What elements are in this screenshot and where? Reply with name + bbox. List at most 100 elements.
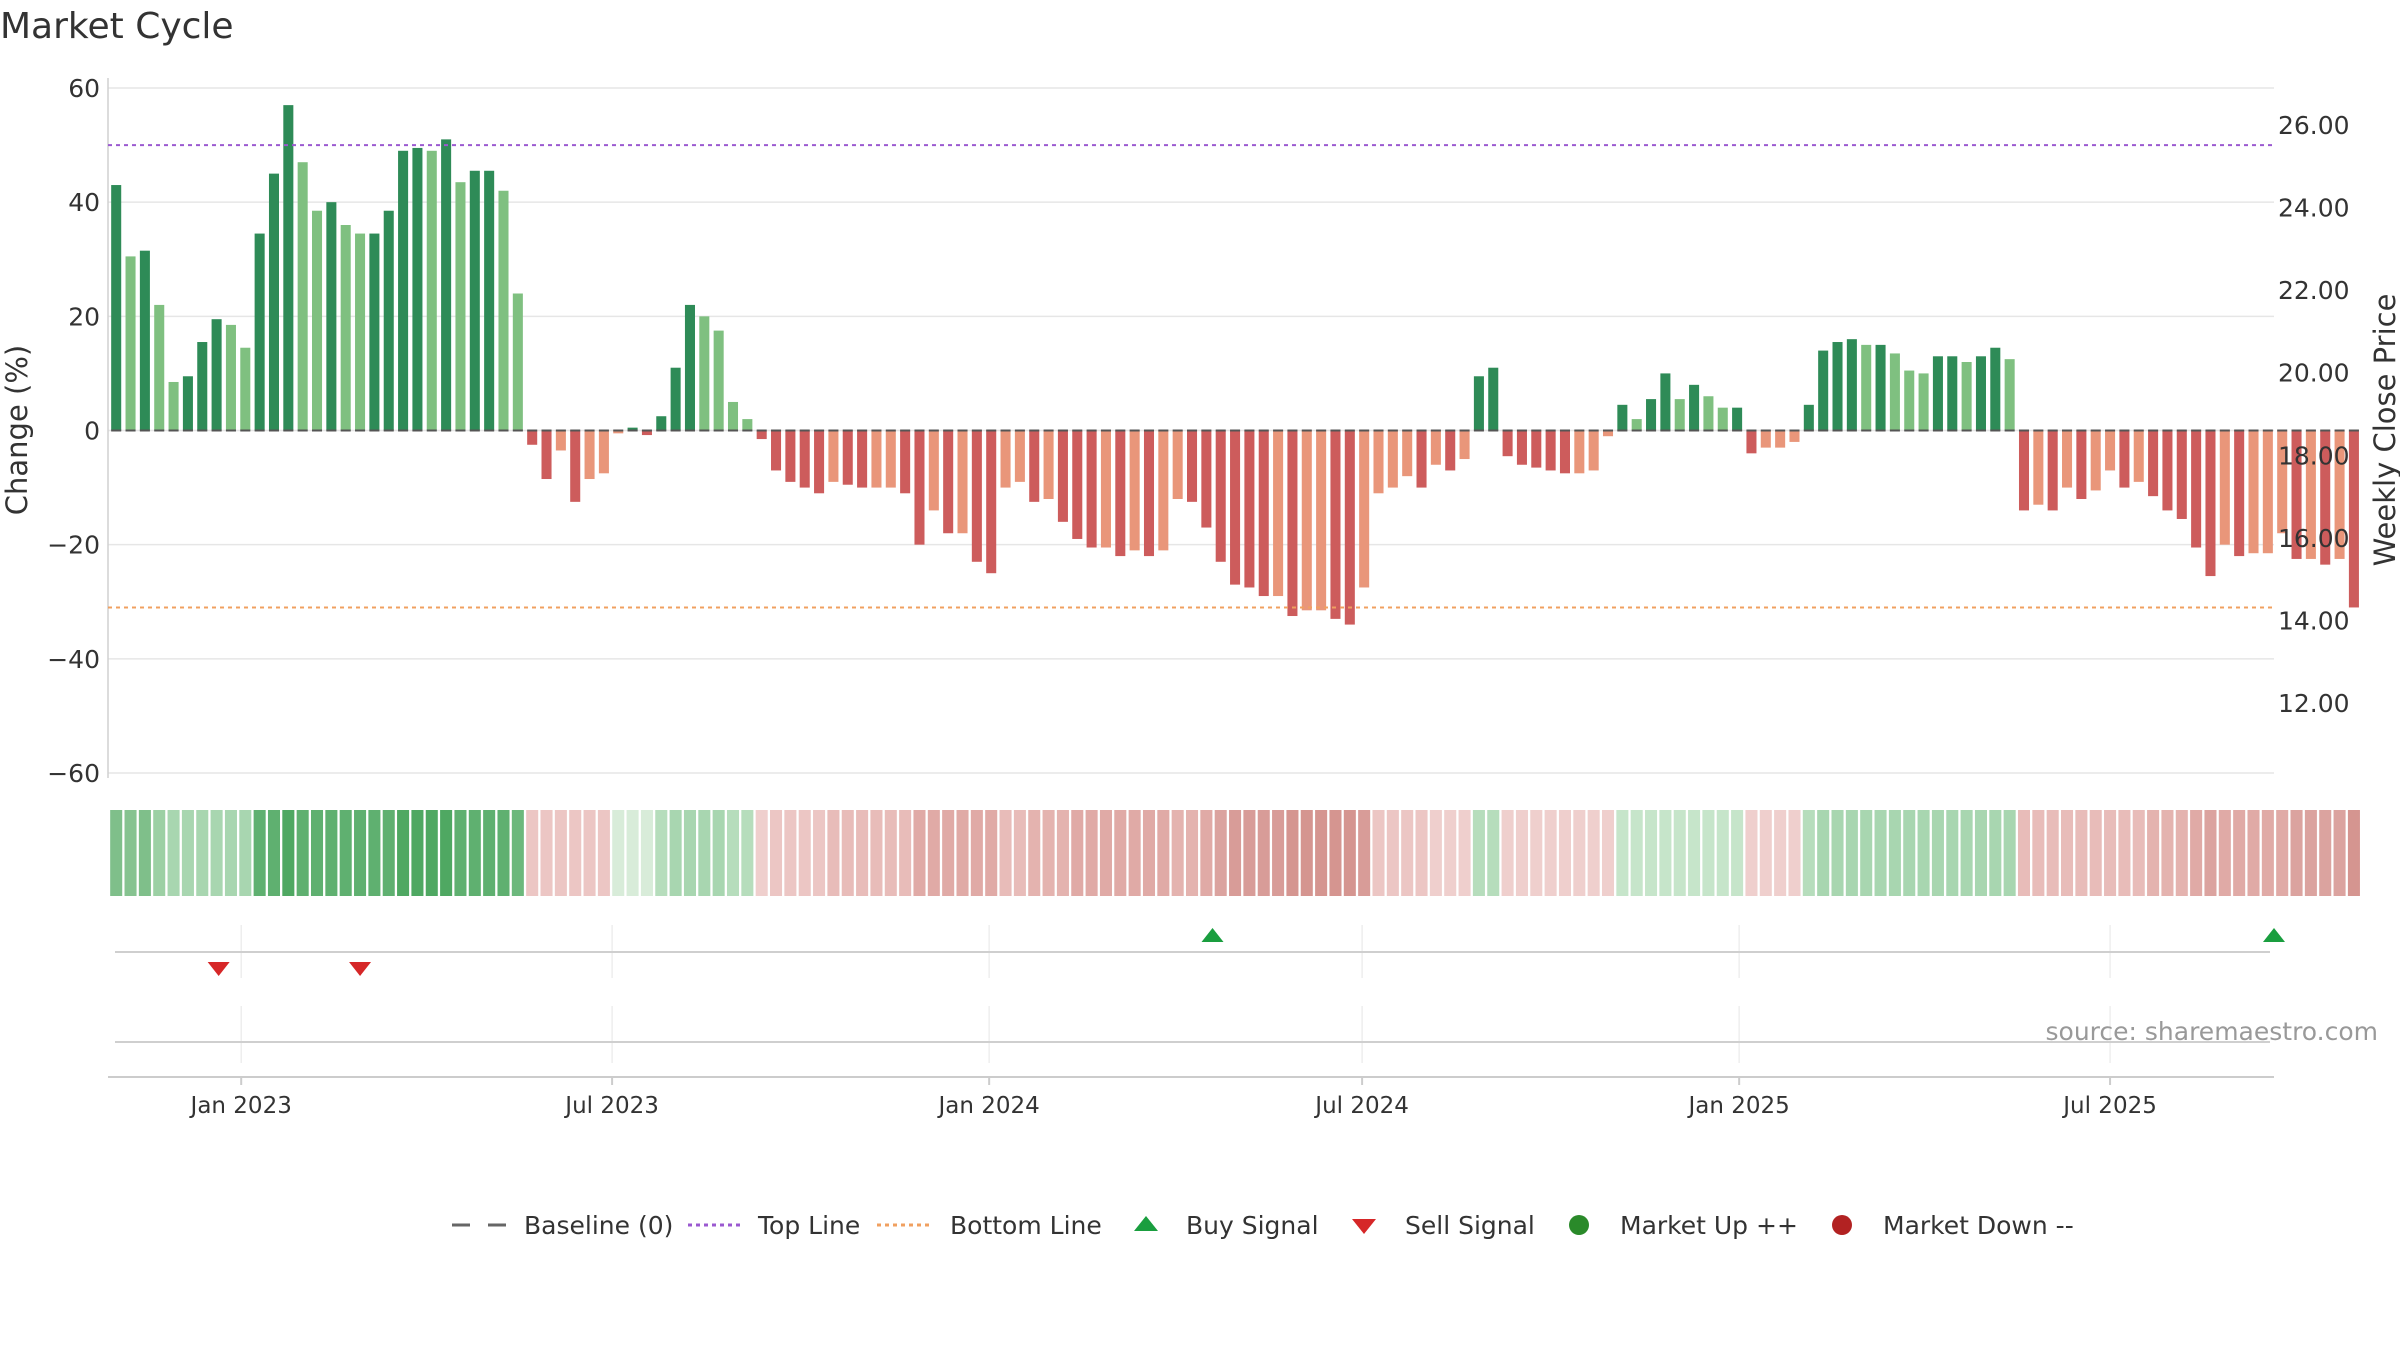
legend-swatch-circle [1569,1215,1589,1235]
bar [1072,430,1083,539]
status-cell [1013,810,1026,896]
bar [1100,430,1111,548]
status-cell [655,810,668,896]
bar [2162,430,2173,511]
bar [2219,430,2230,545]
status-cell [2003,810,2016,896]
bar [1861,344,1872,431]
bar [1488,367,1499,431]
status-cell [540,810,553,896]
bar [2148,430,2159,497]
bar [900,430,911,494]
y-tick-label-left: −60 [47,759,100,788]
bar [1387,430,1398,488]
y-tick-label-right: 14.00 [2278,606,2350,635]
bar [1158,430,1169,551]
bar [2119,430,2130,488]
status-cell [1214,810,1227,896]
status-cell [1788,810,1801,896]
status-cell [483,810,496,896]
bar [555,430,566,451]
status-cell [1286,810,1299,896]
bar [197,342,208,431]
bar [1574,430,1585,474]
bar [311,210,323,431]
bar [1043,430,1054,499]
bar [799,430,810,488]
bar [1416,430,1427,488]
status-cell [569,810,582,896]
bar [1316,430,1327,611]
bar [1932,356,1943,431]
bar [2062,430,2073,488]
status-cell [942,810,955,896]
status-cell [1099,810,1112,896]
status-cell [339,810,352,896]
bar [254,233,265,431]
legend-label: Bottom Line [950,1211,1102,1240]
bar [2090,430,2101,491]
bar [2291,430,2302,559]
bar [1545,430,1556,471]
bar [943,430,954,534]
bar [2133,430,2144,482]
y-tick-label-right: 24.00 [2278,194,2350,223]
status-cell [1530,810,1543,896]
y-tick-label-right: 22.00 [2278,276,2350,305]
status-cell [468,810,481,896]
bar [1201,430,1212,528]
status-cell [526,810,539,896]
status-cell [440,810,453,896]
bar [2334,430,2345,559]
status-cell [1300,810,1313,896]
bar [1717,407,1728,431]
bar [1588,430,1599,471]
status-cell [1688,810,1701,896]
bar [1789,430,1800,442]
bar [1215,430,1226,562]
status-cell [2304,810,2317,896]
status-cell [1558,810,1572,896]
status-cell [813,810,826,896]
bar [598,430,609,474]
bar [1846,339,1857,431]
bar [1502,430,1513,457]
bar [139,250,150,431]
bar [441,139,452,431]
bar [727,401,739,431]
y-tick-label-right: 18.00 [2278,441,2350,470]
bar [398,150,409,431]
status-cell [1731,810,1744,896]
bar [1818,350,1829,431]
y-tick-label-right: 12.00 [2278,689,2350,718]
status-cell [1472,810,1485,896]
status-cell [1601,810,1615,896]
status-cell [784,810,797,896]
status-cell [597,810,610,896]
status-cell [698,810,711,896]
bar [1143,430,1155,557]
status-cell [454,810,467,896]
status-cell [956,810,969,896]
bar [283,105,294,431]
status-cell [210,810,223,896]
bar [2176,430,2187,519]
bar [986,430,997,574]
status-cell [1831,810,1844,896]
bar [1975,356,1986,431]
bar [785,430,796,482]
bar [1129,430,1140,551]
status-cell [181,810,194,896]
bar [684,304,695,431]
bar [1402,430,1413,477]
status-cell [397,810,410,896]
status-cell [2046,810,2059,896]
status-cell [2347,810,2360,896]
status-cell [1243,810,1256,896]
bar [154,304,165,431]
bar [857,430,868,488]
bar [1617,404,1628,431]
status-cell [2276,810,2289,896]
